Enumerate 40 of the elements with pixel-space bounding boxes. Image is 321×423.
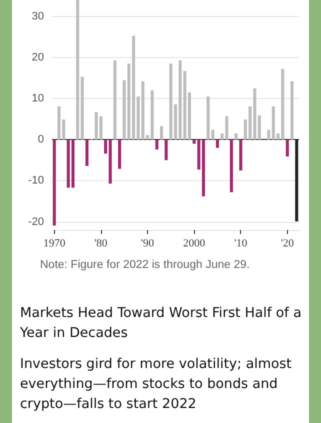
bar — [113, 60, 116, 140]
bar — [211, 130, 214, 140]
y-tick-label: -20 — [28, 216, 44, 228]
bar — [206, 96, 210, 140]
text: Investors gird for more volatility; almost everything—from stocks to bonds and crypto—falls to start 2022 — [20, 355, 293, 414]
bar — [99, 116, 102, 140]
bar — [267, 130, 270, 140]
y-tick-label: 30 — [32, 10, 44, 22]
bar — [295, 140, 298, 222]
x-tick-label: '80 — [94, 238, 108, 250]
bar — [164, 140, 168, 160]
y-tick-label: -10 — [28, 174, 44, 187]
x-tick-label: 2000 — [183, 238, 206, 250]
x-tick-label: 1970 — [43, 238, 66, 250]
bar — [160, 126, 164, 140]
x-tick-label: '10 — [234, 238, 248, 250]
bar — [239, 140, 242, 170]
bar — [52, 140, 56, 226]
x-tick-label: '90 — [141, 238, 155, 250]
bar — [234, 133, 238, 140]
bar — [80, 76, 84, 140]
x-tick-label: '20 — [280, 238, 294, 250]
bar — [155, 140, 158, 150]
y-tick-label: 20 — [32, 52, 44, 64]
bar — [76, 0, 80, 140]
y-tick-label: 0 — [38, 134, 44, 146]
text: Note: Figure for 2022 is through June 29. — [40, 258, 251, 273]
text: Markets Head Toward Worst First Half of a Year in Decades — [20, 304, 303, 343]
bar — [192, 140, 196, 144]
bar — [57, 106, 61, 140]
bar — [258, 115, 261, 140]
bar — [85, 140, 88, 166]
bar — [118, 140, 122, 169]
bar — [290, 81, 294, 140]
bar — [202, 140, 205, 196]
bar — [216, 140, 219, 148]
bar — [286, 140, 289, 156]
bar — [71, 140, 74, 188]
y-tick-label: 10 — [32, 92, 44, 105]
bar — [230, 140, 233, 192]
